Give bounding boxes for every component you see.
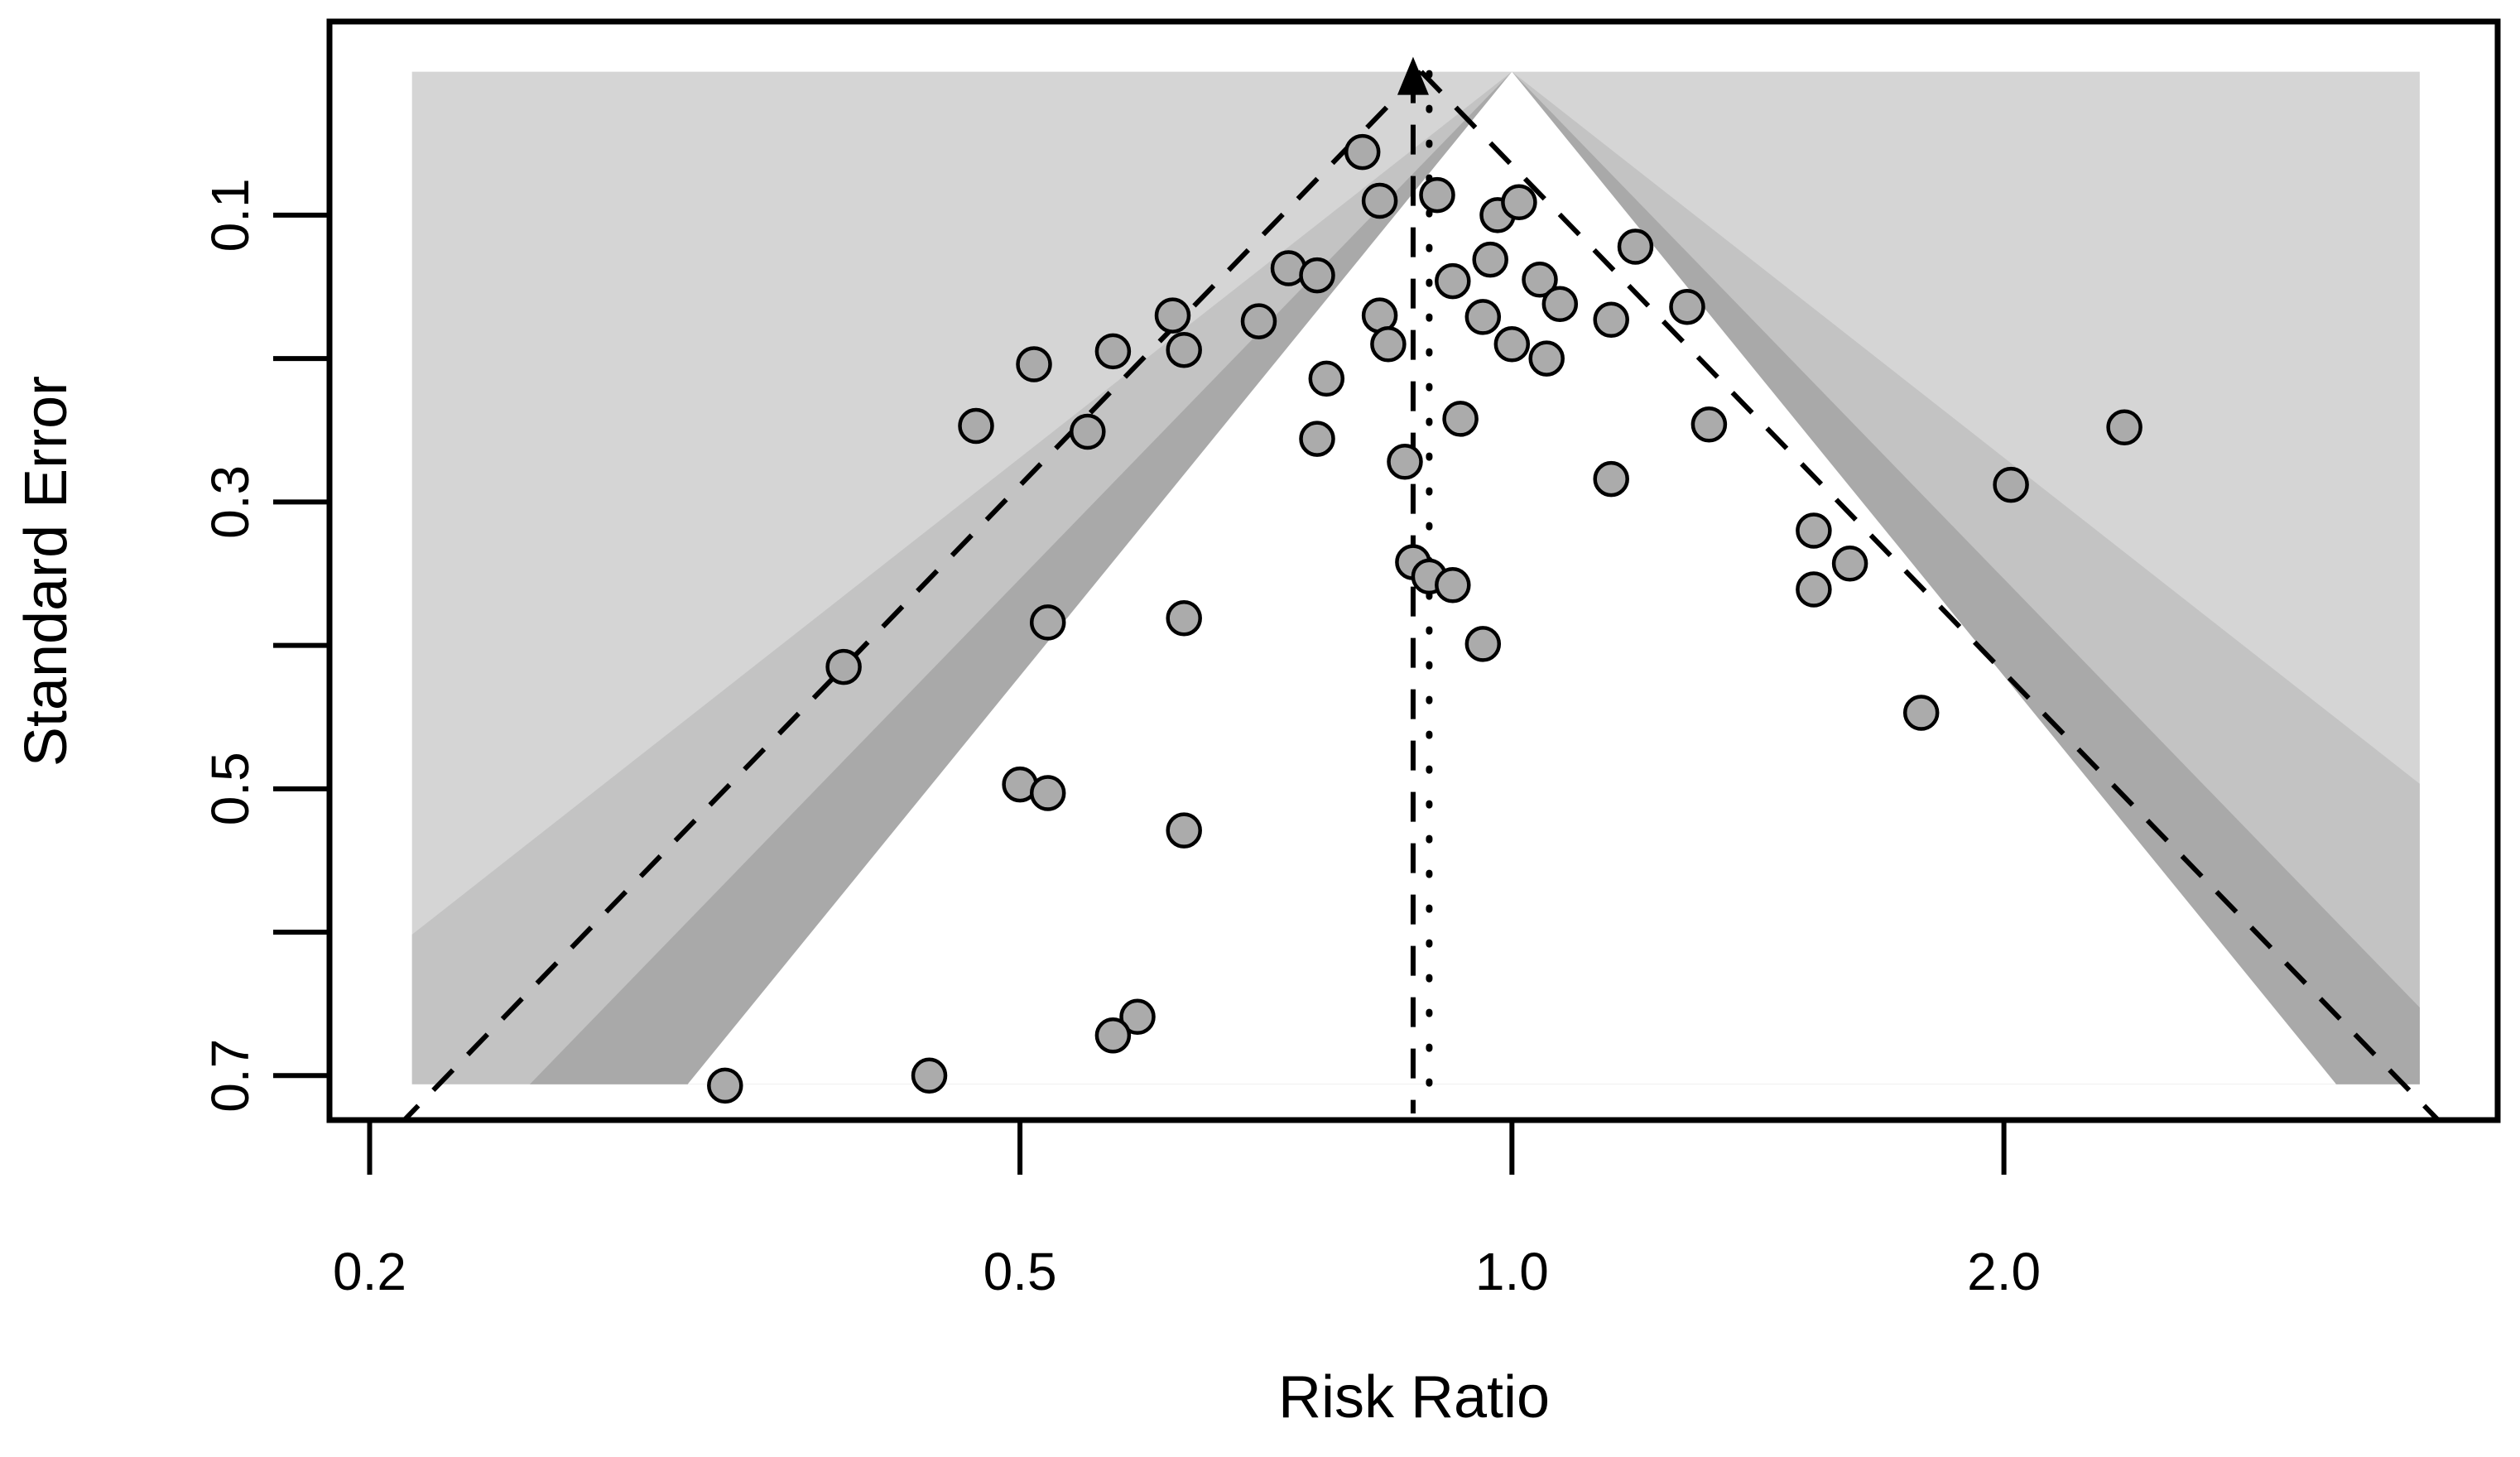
data-point (1796, 512, 1832, 549)
x-tick-label: 0.2 (333, 1242, 406, 1301)
data-point (1166, 331, 1202, 368)
data-point (1370, 326, 1407, 363)
plot-frame (326, 18, 2501, 1123)
data-point (1029, 604, 1066, 641)
data-point (1029, 775, 1066, 811)
data-point (1690, 406, 1728, 443)
data-point (1472, 241, 1508, 278)
data-point (911, 1057, 948, 1094)
x-tick-label: 0.5 (983, 1242, 1057, 1301)
study-points (707, 133, 2142, 1104)
data-point (1070, 413, 1106, 450)
data-point (825, 648, 862, 685)
axes: 0.2 0.5 1.0 2.0 0.1 0.3 0.5 0.7 (200, 18, 2501, 1301)
data-point (1902, 695, 1940, 731)
data-point (1094, 1017, 1132, 1054)
data-point (1528, 340, 1565, 377)
data-point (1593, 301, 1629, 339)
data-point (1299, 421, 1335, 457)
y-tick-label: 0.7 (200, 1039, 260, 1113)
data-point (1435, 262, 1471, 300)
data-point (1387, 444, 1423, 480)
y-tick-label: 0.3 (200, 465, 260, 539)
data-point (1669, 288, 1705, 325)
data-point (1593, 460, 1629, 498)
data-point (1094, 333, 1132, 370)
data-point (1299, 257, 1335, 294)
data-point (1993, 466, 2029, 503)
data-point (1831, 546, 1868, 582)
data-point (1617, 228, 1654, 265)
data-point (1154, 297, 1191, 334)
data-point (2106, 409, 2142, 446)
data-point (1240, 303, 1277, 339)
x-axis-title: Risk Ratio (1278, 1364, 1550, 1431)
y-tick-label: 0.1 (200, 178, 260, 252)
data-point (1796, 571, 1832, 608)
data-point (1522, 262, 1558, 298)
arrowhead-icon (1397, 56, 1429, 95)
data-point (1501, 184, 1537, 221)
data-point (1464, 626, 1502, 662)
data-point (1541, 286, 1579, 323)
data-point (1166, 599, 1202, 637)
data-point (1166, 812, 1202, 849)
y-tick-label: 0.5 (200, 752, 260, 825)
data-point (1435, 567, 1471, 603)
data-point (707, 1067, 743, 1104)
data-point (1344, 133, 1381, 171)
data-point (958, 407, 994, 445)
estimate-funnel-left-dashed-line (402, 70, 1423, 1123)
y-axis-title: Standard Error (13, 376, 79, 767)
data-point (1442, 401, 1479, 437)
data-point (1361, 182, 1398, 219)
data-point (1419, 176, 1455, 214)
data-point (1308, 360, 1345, 397)
x-tick-label: 2.0 (1967, 1242, 2041, 1301)
data-point (1464, 299, 1502, 335)
data-point (1016, 346, 1052, 382)
data-point (1119, 998, 1156, 1036)
estimate-funnel-right-dashed-line (1419, 70, 2441, 1123)
data-point (1493, 326, 1531, 363)
x-tick-label: 1.0 (1475, 1242, 1549, 1301)
contour-region-p-gt-10 (687, 71, 2336, 1084)
